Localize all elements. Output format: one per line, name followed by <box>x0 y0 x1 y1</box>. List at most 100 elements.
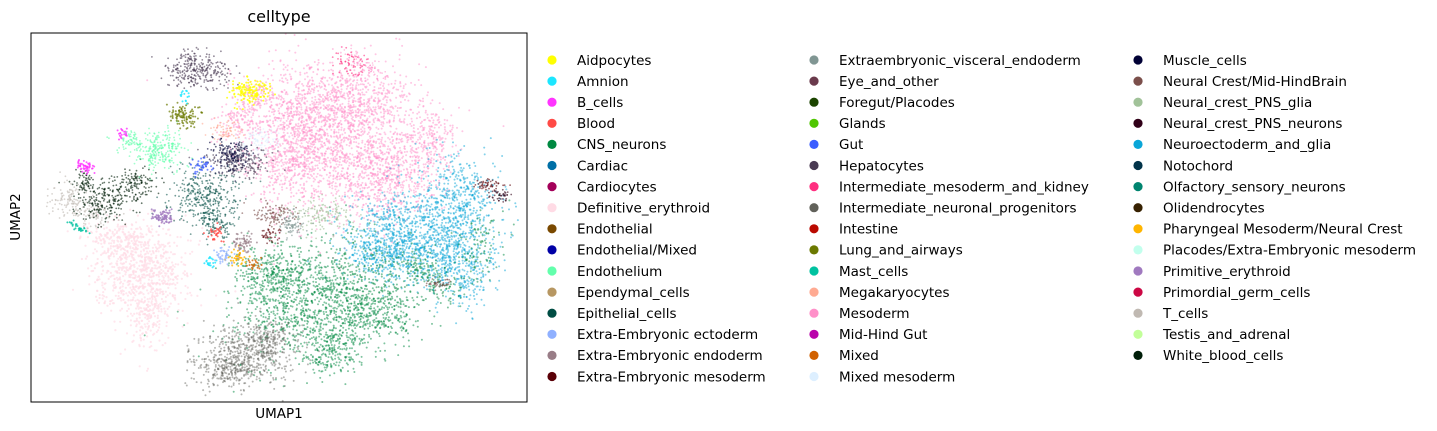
scatter-point <box>363 168 366 171</box>
scatter-point <box>348 187 351 190</box>
scatter-point <box>340 88 343 91</box>
scatter-point <box>342 174 345 177</box>
scatter-point <box>363 102 366 104</box>
scatter-point <box>332 86 335 89</box>
scatter-point <box>354 88 357 90</box>
scatter-point <box>333 101 336 104</box>
scatter-point <box>315 133 318 135</box>
scatter-point <box>321 119 324 122</box>
scatter-point <box>358 153 361 155</box>
scatter-point <box>392 87 395 90</box>
scatter-point <box>300 139 302 142</box>
scatter-point <box>315 125 317 128</box>
scatter-point <box>497 252 500 255</box>
scatter-point <box>294 182 297 185</box>
scatter-point <box>368 165 371 168</box>
scatter-point <box>260 201 263 203</box>
scatter-point <box>294 70 297 73</box>
scatter-point <box>464 232 467 235</box>
scatter-point <box>290 169 293 172</box>
scatter-point <box>492 162 494 165</box>
scatter-point <box>437 166 440 169</box>
scatter-point <box>439 124 442 127</box>
scatter-point <box>429 153 432 156</box>
scatter-point <box>357 71 360 74</box>
scatter-point <box>422 97 424 100</box>
scatter-point <box>235 125 238 128</box>
scatter-point <box>452 217 455 220</box>
scatter-point <box>371 66 373 69</box>
scatter-point <box>451 126 454 129</box>
scatter-point <box>364 148 367 151</box>
scatter-point <box>429 161 432 164</box>
scatter-point <box>216 140 219 143</box>
scatter-point <box>280 117 283 120</box>
scatter-point <box>455 234 458 237</box>
scatter-point <box>395 88 398 91</box>
scatter-point <box>449 225 452 228</box>
scatter-point <box>404 98 406 101</box>
scatter-point <box>461 249 464 252</box>
scatter-point <box>405 176 408 179</box>
scatter-point <box>299 71 302 74</box>
scatter-point <box>268 94 271 97</box>
scatter-point <box>359 121 362 124</box>
scatter-point <box>315 85 318 88</box>
scatter-point <box>328 95 331 98</box>
scatter-point <box>447 190 450 193</box>
scatter-point <box>369 161 372 164</box>
scatter-point <box>344 131 347 134</box>
scatter-point <box>338 122 341 125</box>
scatter-point <box>283 183 286 186</box>
scatter-point <box>398 235 401 238</box>
scatter-point <box>449 130 452 132</box>
scatter-point <box>216 131 218 134</box>
scatter-point <box>348 54 351 57</box>
scatter-point <box>307 199 310 202</box>
scatter-point <box>340 234 343 237</box>
scatter-point <box>399 200 402 202</box>
scatter-point <box>298 105 301 108</box>
scatter-point <box>333 106 336 109</box>
scatter-point <box>348 112 351 115</box>
scatter-point <box>418 215 421 218</box>
scatter-point <box>418 63 421 66</box>
scatter-point <box>391 142 394 145</box>
scatter-point <box>347 100 350 103</box>
scatter-point <box>365 65 367 67</box>
scatter-point <box>426 116 429 119</box>
scatter-point <box>423 139 426 142</box>
scatter-point <box>479 176 482 179</box>
scatter-point <box>412 189 415 192</box>
scatter-point <box>355 52 358 55</box>
scatter-point <box>295 111 298 114</box>
scatter-point <box>267 155 270 158</box>
scatter-point <box>305 129 308 132</box>
scatter-point <box>389 189 392 192</box>
scatter-point <box>287 166 290 169</box>
scatter-point <box>246 103 249 106</box>
scatter-point <box>316 159 318 162</box>
scatter-point <box>380 138 383 141</box>
scatter-point <box>420 174 423 177</box>
scatter-point <box>259 199 262 202</box>
scatter-point <box>298 156 301 159</box>
scatter-point <box>370 95 373 98</box>
scatter-point <box>417 173 420 176</box>
scatter-point <box>232 126 235 128</box>
scatter-point <box>425 249 428 252</box>
scatter-point <box>282 81 285 83</box>
scatter-point <box>371 241 374 244</box>
scatter-point <box>337 165 339 168</box>
scatter-point <box>351 153 354 156</box>
scatter-point <box>367 101 370 104</box>
scatter-point <box>309 92 312 95</box>
scatter-point <box>483 153 486 156</box>
scatter-point <box>373 89 375 92</box>
scatter-point <box>252 148 255 151</box>
scatter-point <box>383 223 386 226</box>
scatter-point <box>344 229 347 232</box>
scatter-point <box>327 99 330 102</box>
scatter-point <box>371 188 373 191</box>
scatter-point <box>362 194 365 197</box>
